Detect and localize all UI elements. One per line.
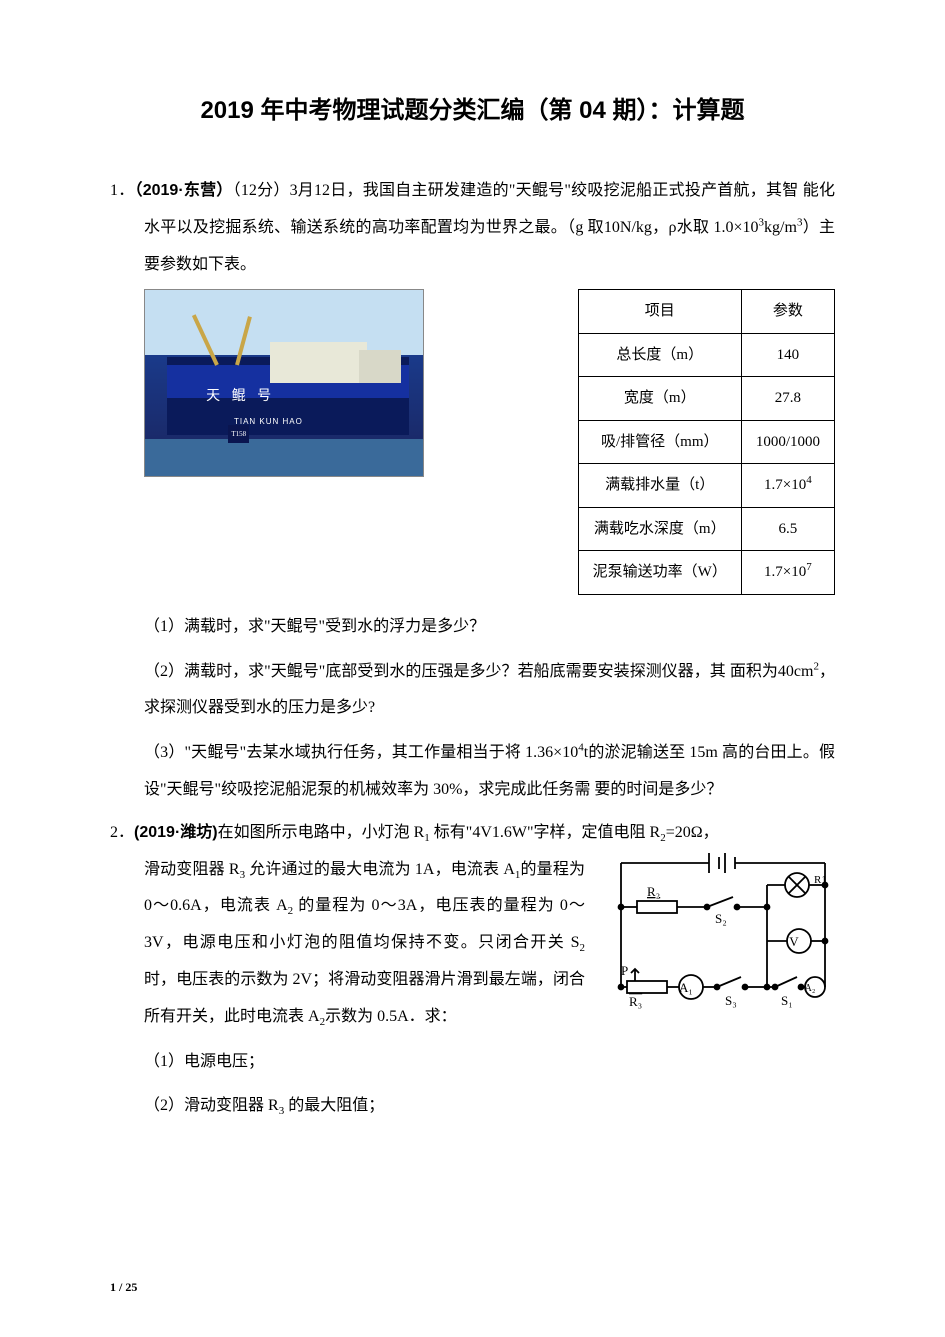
- q2-b1: 滑动变阻器 R: [144, 861, 240, 878]
- ship-tag: T158: [228, 425, 249, 443]
- q2-source: (2019·潍坊): [134, 824, 218, 841]
- q2-i1: 在如图所示电路中，小灯泡 R: [218, 824, 425, 841]
- question-2: 2．(2019·潍坊)在如图所示电路中，小灯泡 R1 标有"4V1.6W"字样，…: [110, 815, 835, 1125]
- td-r4b-pre: 1.7×10: [764, 477, 806, 493]
- td-r6b: 1.7×107: [741, 551, 834, 595]
- td-r3a: 吸/排管径（mm）: [578, 420, 741, 464]
- q1-sub2: （2）满载时，求"天鲲号"底部受到水的压强是多少？若船底需要安装探测仪器，其 面…: [110, 654, 835, 728]
- q1-text-a: （12分）3月12日，我国自主研发建造的"天鲲号"绞吸挖泥船正式投产首航，其智 …: [144, 182, 835, 236]
- lbl-s2: S₂: [715, 911, 727, 926]
- lbl-s3: S₃: [725, 993, 737, 1008]
- q2-sub1: （1）电源电压；: [110, 1044, 835, 1081]
- ship-crane: [165, 300, 285, 365]
- td-r6a: 泥泵输送功率（W）: [578, 551, 741, 595]
- q2-bsS2: 2: [580, 942, 586, 954]
- td-r6b-pre: 1.7×10: [764, 564, 806, 580]
- td-r1a: 总长度（m）: [578, 333, 741, 377]
- q1-source: （2019·东营）: [134, 182, 232, 199]
- lbl-a1: A₁: [679, 980, 693, 995]
- q1-number: 1．: [110, 182, 134, 199]
- td-r2a: 宽度（m）: [578, 377, 741, 421]
- q2-b2: 允许通过的最大电流为 1A，电流表 A: [245, 861, 515, 878]
- lbl-r1: R1: [814, 874, 827, 886]
- circuit-diagram: R₂ S₂ R1 V P R₃ A₁ S₃ S₁ A₂: [607, 841, 839, 1009]
- td-r3b: 1000/1000: [741, 420, 834, 464]
- lbl-a2: A₂: [805, 983, 816, 994]
- td-r5b: 6.5: [741, 507, 834, 551]
- td-r4a: 满载排水量（t）: [578, 464, 741, 508]
- question-1: 1．（2019·东营）（12分）3月12日，我国自主研发建造的"天鲲号"绞吸挖泥…: [110, 173, 835, 809]
- lbl-v: V: [789, 934, 799, 949]
- td-r6b-sup: 7: [806, 561, 812, 573]
- lbl-s1: S₁: [781, 993, 793, 1008]
- q1-text-b: kg/m: [764, 219, 797, 236]
- q2-number: 2．: [110, 824, 134, 841]
- q1-sub3: （3）"天鲲号"去某水域执行任务，其工作量相当于将 1.36×104t的淤泥输送…: [110, 735, 835, 809]
- th-param: 参数: [741, 290, 834, 334]
- page-number: 1 / 25: [110, 1280, 137, 1295]
- lbl-r2: R₂: [647, 884, 660, 899]
- q2-b6: 示数为 0.5A．求：: [325, 1008, 457, 1025]
- td-r4b-sup: 4: [806, 474, 812, 486]
- ship-water: [145, 439, 423, 476]
- q2-i2: 标有"4V1.6W"字样，定值电阻 R: [430, 824, 660, 841]
- q1-sub1: （1）满载时，求"天鲲号"受到水的浮力是多少？: [110, 609, 835, 646]
- ship-image: 天 鲲 号 TIAN KUN HAO T158: [144, 289, 424, 477]
- q1-intro: 1．（2019·东营）（12分）3月12日，我国自主研发建造的"天鲲号"绞吸挖泥…: [110, 173, 835, 283]
- td-r1b: 140: [741, 333, 834, 377]
- q1-sub2-a: （2）满载时，求"天鲲号"底部受到水的压强是多少？若船底需要安装探测仪器，其 面…: [144, 663, 813, 680]
- td-r5a: 满载吃水深度（m）: [578, 507, 741, 551]
- td-r4b: 1.7×104: [741, 464, 834, 508]
- lbl-r3: R₃: [629, 994, 642, 1009]
- q2-sub2: （2）滑动变阻器 R3 的最大阻值；: [110, 1088, 835, 1125]
- ship-name-text: 天 鲲 号: [206, 381, 275, 413]
- q1-sub3-a: （3）"天鲲号"去某水域执行任务，其工作量相当于将 1.36×10: [144, 744, 578, 761]
- q2-sub2a: （2）滑动变阻器 R: [144, 1097, 279, 1114]
- q2-i3: =20Ω，: [666, 824, 719, 841]
- th-item: 项目: [578, 290, 741, 334]
- lbl-p: P: [621, 963, 628, 978]
- ship-superstructure-2: [359, 350, 401, 383]
- td-r2b: 27.8: [741, 377, 834, 421]
- parameter-table: 项目参数 总长度（m）140 宽度（m）27.8 吸/排管径（mm）1000/1…: [578, 289, 835, 595]
- q2-sub2b: 的最大阻值；: [284, 1097, 384, 1114]
- page-title: 2019 年中考物理试题分类汇编（第 04 期）：计算题: [110, 90, 835, 125]
- q1-figure-row: 天 鲲 号 TIAN KUN HAO T158 项目参数 总长度（m）140 宽…: [144, 289, 835, 595]
